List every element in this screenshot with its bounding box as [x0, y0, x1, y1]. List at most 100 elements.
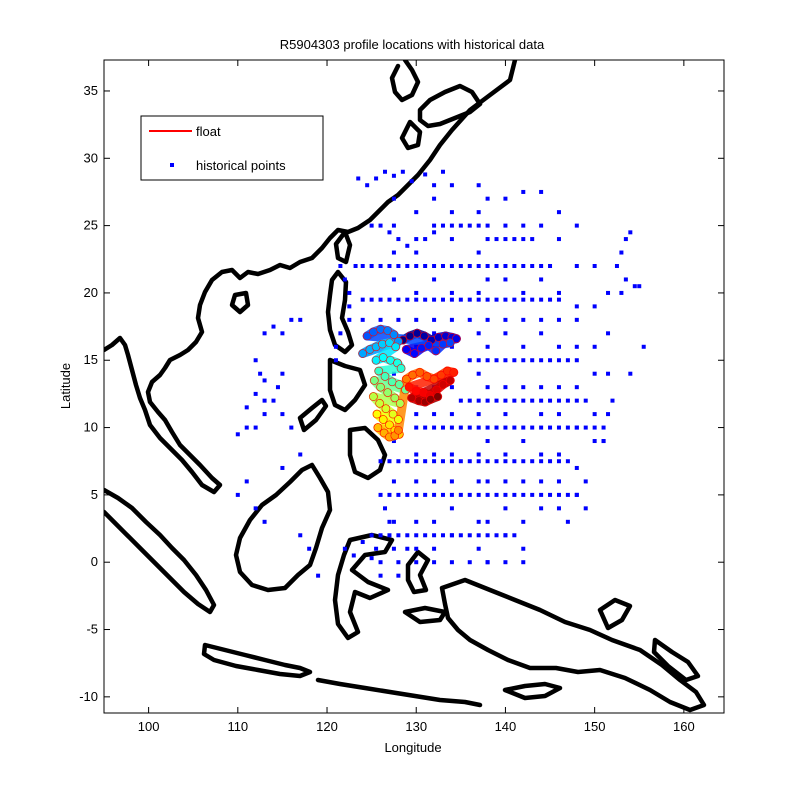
- historical-point: [262, 331, 267, 336]
- historical-point: [503, 412, 508, 417]
- historical-point: [574, 465, 579, 470]
- coastline-japan: [417, 83, 483, 129]
- historical-point: [521, 358, 526, 363]
- historical-point: [494, 237, 499, 242]
- historical-point: [601, 439, 606, 444]
- historical-point: [432, 479, 437, 484]
- historical-point: [414, 452, 419, 457]
- historical-point: [374, 546, 379, 551]
- historical-point: [467, 492, 472, 497]
- coastline-hainan: [229, 290, 251, 315]
- x-axis: 100 110 120 130 140 150 160: [138, 60, 695, 734]
- historical-point: [494, 533, 499, 538]
- float-point: [415, 368, 425, 377]
- historical-point: [449, 317, 454, 322]
- historical-point: [432, 519, 437, 524]
- chart-title: R5904303 profile locations with historic…: [280, 37, 545, 52]
- float-point: [417, 343, 426, 353]
- historical-point: [253, 358, 258, 363]
- historical-point: [539, 398, 544, 403]
- float-point: [369, 392, 378, 401]
- historical-point: [440, 263, 445, 268]
- historical-point: [365, 183, 370, 188]
- historical-point: [512, 533, 517, 538]
- coastline-seram: [402, 605, 448, 625]
- historical-point: [494, 358, 499, 363]
- historical-point: [494, 297, 499, 302]
- historical-point: [316, 573, 321, 578]
- historical-point: [391, 479, 396, 484]
- float-point: [358, 349, 368, 358]
- historical-point: [467, 425, 472, 430]
- float-point: [362, 331, 372, 341]
- float-point: [405, 331, 415, 341]
- historical-point: [494, 459, 499, 464]
- historical-point: [333, 358, 338, 363]
- historical-point: [539, 452, 544, 457]
- historical-point: [391, 277, 396, 282]
- coastline-mindanao: [347, 425, 388, 481]
- historical-point: [512, 459, 517, 464]
- historical-point: [521, 297, 526, 302]
- historical-point: [405, 297, 410, 302]
- coastline-halmahera: [405, 549, 431, 595]
- float-series: [358, 324, 461, 442]
- float-point: [372, 409, 382, 419]
- historical-point: [432, 331, 437, 336]
- historical-point: [432, 533, 437, 538]
- historical-point: [244, 405, 249, 410]
- historical-point: [467, 398, 472, 403]
- historical-point: [503, 425, 508, 430]
- historical-point: [556, 290, 561, 295]
- historical-point: [503, 237, 508, 242]
- float-point: [433, 392, 442, 401]
- historical-point: [530, 297, 535, 302]
- historical-point: [592, 371, 597, 376]
- historical-point: [432, 560, 437, 565]
- historical-point: [485, 560, 490, 565]
- legend-historical-marker: [170, 163, 174, 167]
- historical-point: [485, 317, 490, 322]
- historical-point: [521, 237, 526, 242]
- historical-point: [342, 546, 347, 551]
- historical-point: [503, 398, 508, 403]
- historical-point: [476, 533, 481, 538]
- historical-point: [485, 398, 490, 403]
- historical-point: [503, 479, 508, 484]
- historical-point: [360, 263, 365, 268]
- historical-point: [378, 317, 383, 322]
- historical-point: [548, 263, 553, 268]
- historical-point: [449, 425, 454, 430]
- historical-point: [378, 560, 383, 565]
- historical-point: [556, 479, 561, 484]
- historical-point: [574, 317, 579, 322]
- historical-point: [449, 237, 454, 242]
- historical-point: [503, 297, 508, 302]
- historical-point: [289, 317, 294, 322]
- historical-point: [298, 452, 303, 457]
- y-tick-label: -10: [79, 689, 98, 704]
- historical-point: [280, 331, 285, 336]
- historical-point: [360, 317, 365, 322]
- float-point: [383, 326, 392, 335]
- historical-point: [583, 506, 588, 511]
- historical-point: [262, 412, 267, 417]
- historical-point: [458, 223, 463, 228]
- historical-point: [530, 263, 535, 268]
- historical-point: [521, 223, 526, 228]
- x-tick-label: 130: [405, 719, 427, 734]
- historical-point: [235, 492, 240, 497]
- historical-point: [467, 533, 472, 538]
- historical-point: [449, 385, 454, 390]
- historical-point: [476, 492, 481, 497]
- historical-point: [574, 263, 579, 268]
- float-point: [412, 329, 422, 338]
- x-tick-label: 120: [316, 719, 338, 734]
- historical-point: [565, 492, 570, 497]
- historical-point: [592, 263, 597, 268]
- float-point: [408, 370, 417, 380]
- historical-point: [414, 297, 419, 302]
- float-point: [394, 380, 404, 389]
- historical-point: [556, 398, 561, 403]
